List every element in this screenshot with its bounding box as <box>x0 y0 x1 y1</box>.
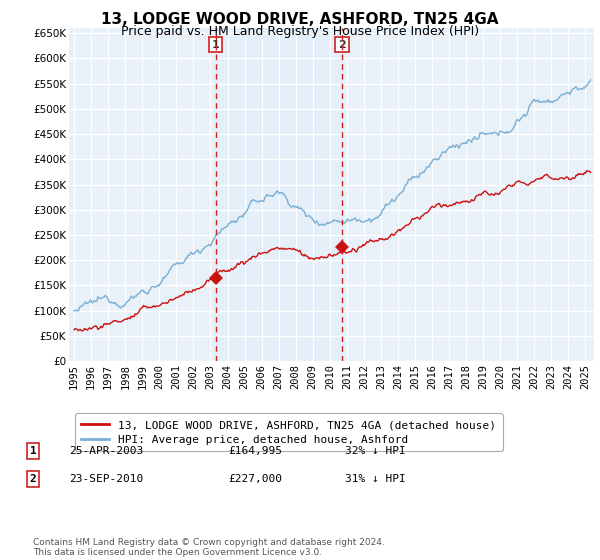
Text: 23-SEP-2010: 23-SEP-2010 <box>69 474 143 484</box>
Text: 1: 1 <box>212 40 220 49</box>
Text: Price paid vs. HM Land Registry's House Price Index (HPI): Price paid vs. HM Land Registry's House … <box>121 25 479 38</box>
Text: 25-APR-2003: 25-APR-2003 <box>69 446 143 456</box>
Text: £227,000: £227,000 <box>228 474 282 484</box>
Text: 13, LODGE WOOD DRIVE, ASHFORD, TN25 4GA: 13, LODGE WOOD DRIVE, ASHFORD, TN25 4GA <box>101 12 499 27</box>
Bar <box>215 28 342 361</box>
Text: £164,995: £164,995 <box>228 446 282 456</box>
Text: Contains HM Land Registry data © Crown copyright and database right 2024.
This d: Contains HM Land Registry data © Crown c… <box>33 538 385 557</box>
Legend: 13, LODGE WOOD DRIVE, ASHFORD, TN25 4GA (detached house), HPI: Average price, de: 13, LODGE WOOD DRIVE, ASHFORD, TN25 4GA … <box>74 413 503 451</box>
Text: 32% ↓ HPI: 32% ↓ HPI <box>345 446 406 456</box>
Text: 2: 2 <box>29 474 37 484</box>
Text: 2: 2 <box>338 40 346 49</box>
Text: 1: 1 <box>29 446 37 456</box>
Text: 31% ↓ HPI: 31% ↓ HPI <box>345 474 406 484</box>
